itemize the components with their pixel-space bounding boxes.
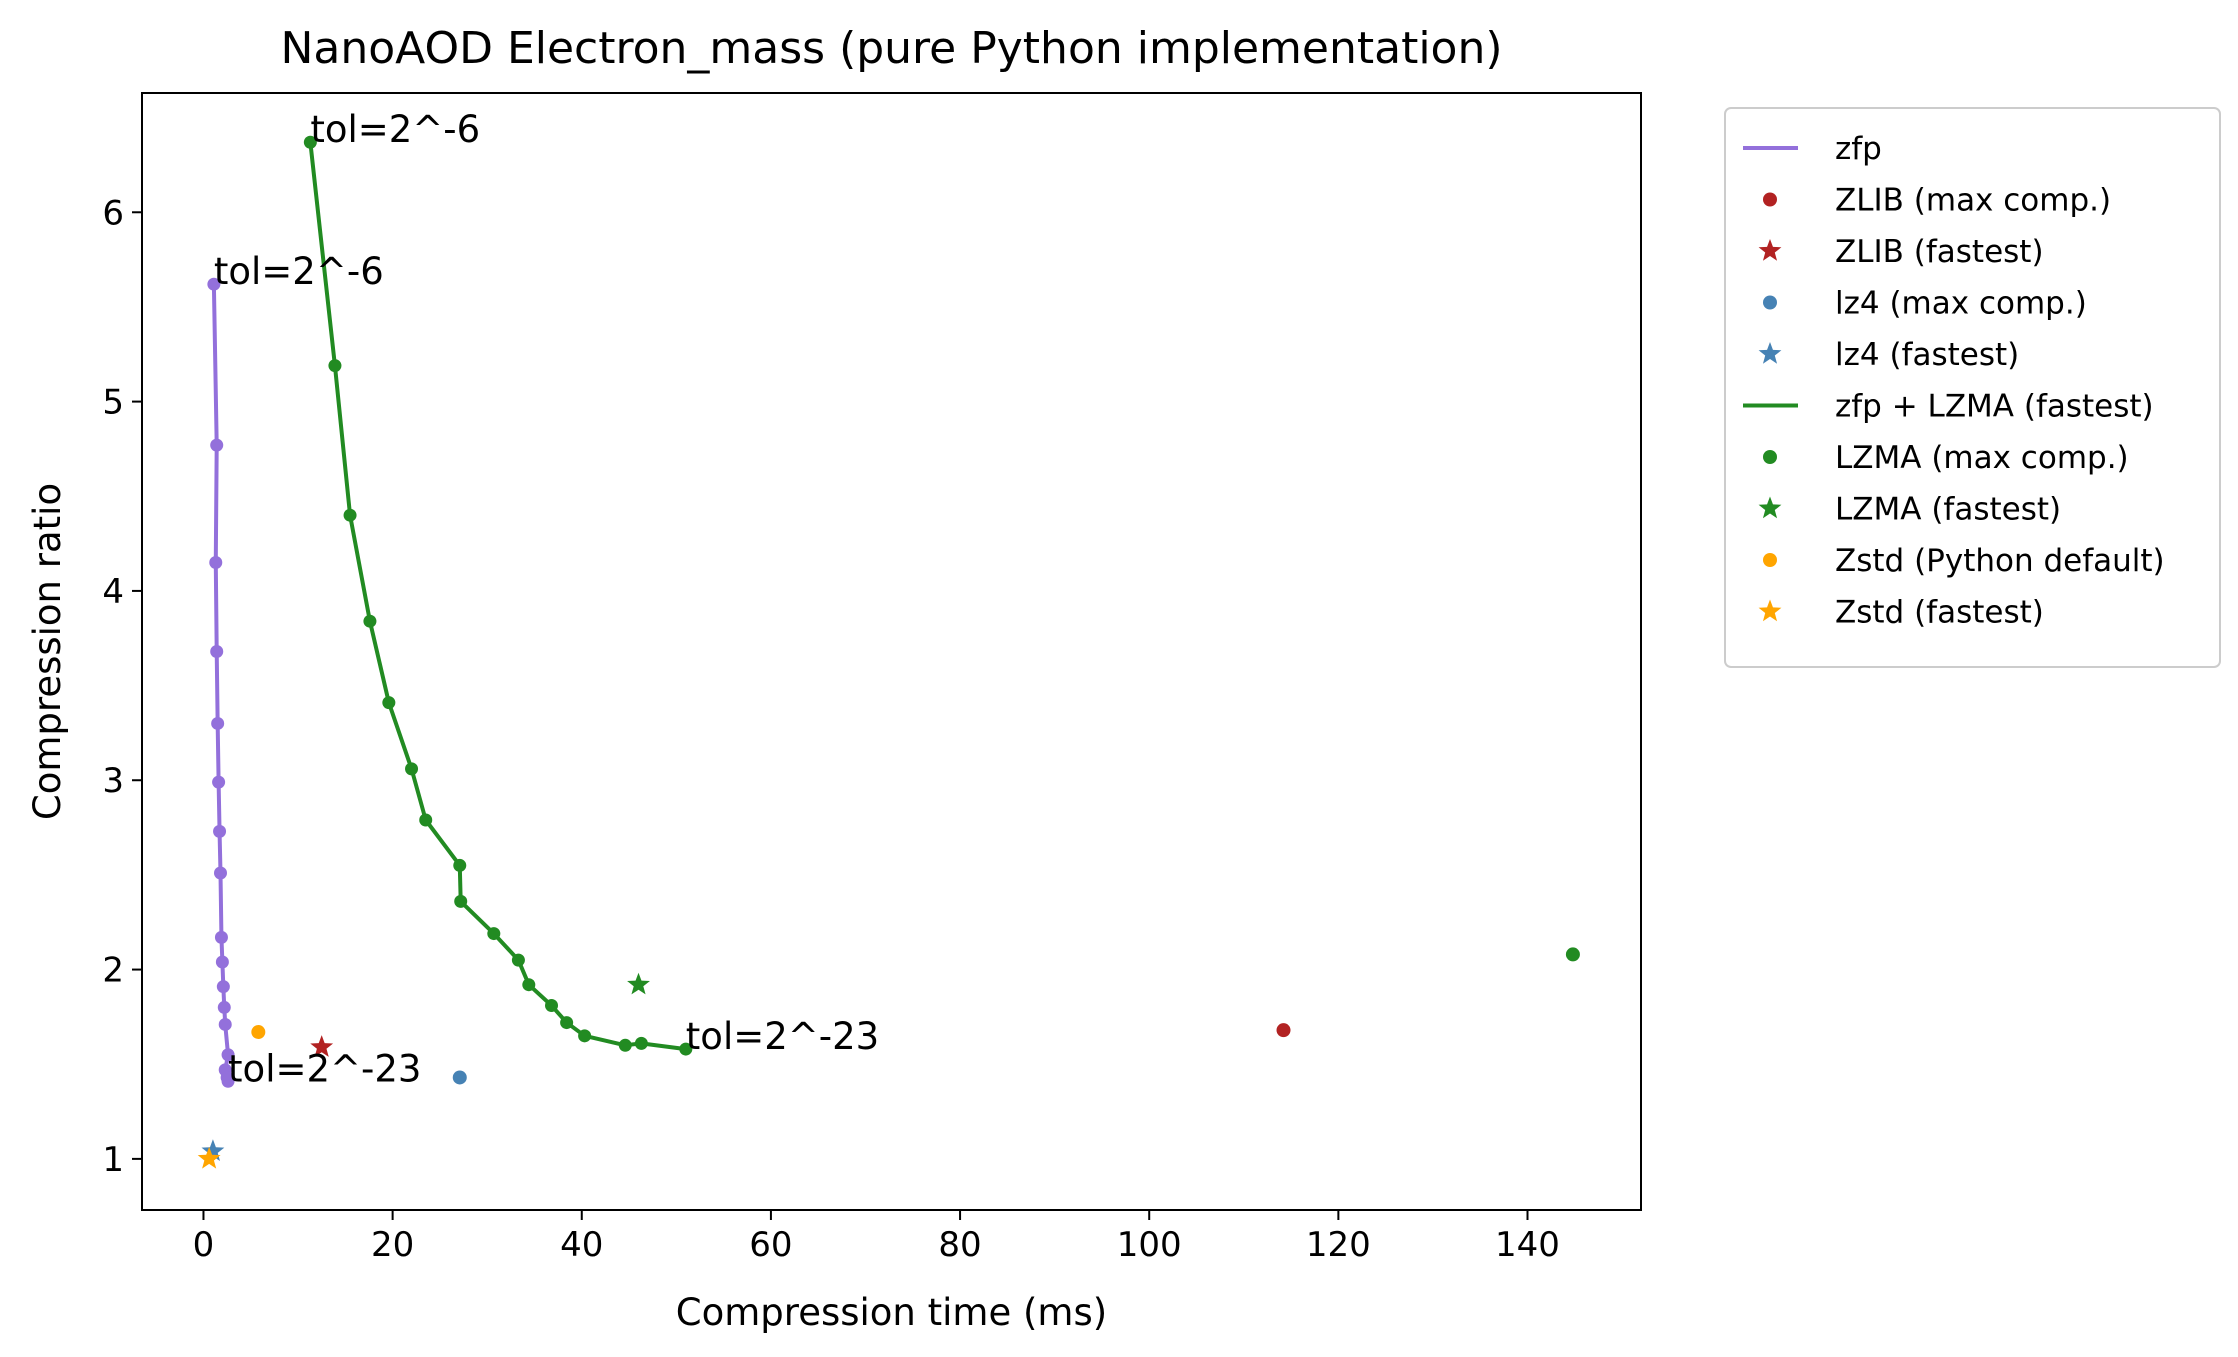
data-point <box>213 866 227 880</box>
data-point <box>210 645 224 658</box>
legend-label: ZLIB (max comp.) <box>1835 183 2111 219</box>
legend-star-swatch <box>1758 599 1782 622</box>
data-point <box>213 824 227 838</box>
chart-title: NanoAOD Electron_mass (pure Python imple… <box>280 23 1502 74</box>
data-point <box>454 894 468 908</box>
y-tick-label: 5 <box>102 383 124 423</box>
legend-label: LZMA (max comp.) <box>1835 440 2129 476</box>
legend: zfp ZLIB (max comp.) ZLIB (fastest) lz4 (ma… <box>1724 107 2221 668</box>
data-point <box>405 762 419 776</box>
x-tick-label: 120 <box>1306 1225 1371 1265</box>
data-point <box>487 927 501 941</box>
x-tick-label: 80 <box>938 1225 981 1265</box>
data-point <box>578 1029 592 1043</box>
x-tick-label: 40 <box>560 1225 603 1265</box>
annotation: tol=2^-23 <box>228 1047 421 1090</box>
y-tick-label: 4 <box>102 572 124 612</box>
data-point <box>382 696 396 710</box>
data-point <box>221 1074 235 1088</box>
series-zfp <box>207 277 235 1088</box>
series-lzma-max-comp <box>1565 947 1580 962</box>
legend-label: zfp <box>1835 131 1882 167</box>
data-point <box>211 716 225 730</box>
data-point <box>522 978 536 992</box>
data-point <box>209 556 223 570</box>
data-point-star <box>201 1139 225 1162</box>
data-point <box>419 813 433 827</box>
data-point <box>452 1070 467 1085</box>
data-point <box>251 1025 266 1040</box>
data-point <box>679 1042 693 1056</box>
series-lzma-fastest <box>627 972 650 995</box>
legend-dot-swatch <box>1763 295 1777 310</box>
legend-star-swatch <box>1758 342 1782 364</box>
axes-frame <box>141 92 1642 1211</box>
x-tick-label: 140 <box>1495 1225 1560 1265</box>
legend-dot-swatch <box>1763 553 1777 567</box>
data-point <box>453 858 467 872</box>
data-point <box>212 775 226 789</box>
series-zstd-python-default <box>251 1025 266 1040</box>
legend-label: lz4 (max comp.) <box>1835 286 2087 322</box>
x-tick-label: 60 <box>749 1225 792 1265</box>
y-tick-label: 1 <box>102 1140 124 1180</box>
data-point <box>216 980 230 994</box>
legend-dot-swatch <box>1763 450 1777 464</box>
data-point-star <box>197 1146 221 1169</box>
annotation: tol=2^-6 <box>214 250 384 293</box>
data-point <box>215 955 229 969</box>
legend-label: zfp + LZMA (fastest) <box>1835 389 2154 425</box>
legend-star-swatch <box>1758 239 1782 261</box>
series-line <box>308 142 687 1052</box>
data-point <box>618 1038 632 1052</box>
legend-label: LZMA (fastest) <box>1835 492 2061 528</box>
data-point <box>214 930 228 944</box>
series-lz4-fastest <box>201 1139 225 1162</box>
legend-dot-swatch <box>1763 192 1777 207</box>
legend-box <box>1724 107 2221 668</box>
data-point <box>1276 1023 1291 1038</box>
data-point <box>303 135 317 149</box>
x-tick-label: 20 <box>371 1225 414 1265</box>
y-axis-label: Compression ratio <box>26 483 69 820</box>
data-point-star <box>310 1035 334 1057</box>
legend-label: Zstd (fastest) <box>1835 595 2044 631</box>
data-point <box>634 1036 648 1050</box>
plot-area: 0 20 40 60 80 100 120 140 1 2 3 4 5 6 tol=2^-6 tol=2^-6… <box>102 92 1642 1265</box>
series-zfp-lzma-fastest <box>303 135 693 1056</box>
legend-label: Zstd (Python default) <box>1835 543 2165 579</box>
y-tick-label: 3 <box>102 761 124 801</box>
x-axis-label: Compression time (ms) <box>676 1291 1107 1334</box>
annotation: tol=2^-23 <box>686 1015 879 1058</box>
legend-star-swatch <box>1758 496 1782 519</box>
legend-label: ZLIB (fastest) <box>1835 234 2044 270</box>
y-tick-label: 2 <box>102 951 124 991</box>
series-lz4-max-comp <box>452 1070 467 1085</box>
series-zlib-max-comp <box>1276 1023 1291 1038</box>
series-zlib-fastest <box>310 1035 334 1057</box>
data-point <box>218 1017 232 1031</box>
series-zstd-fastest <box>197 1146 221 1169</box>
data-point <box>511 953 525 967</box>
x-tick-label: 100 <box>1117 1225 1182 1265</box>
data-point <box>1565 947 1580 962</box>
data-point <box>560 1016 574 1030</box>
data-point <box>221 1048 235 1062</box>
data-point <box>217 1000 231 1014</box>
data-point <box>343 508 357 522</box>
data-point <box>207 277 221 291</box>
data-point-star <box>627 972 650 995</box>
data-point <box>363 614 377 628</box>
legend-label: lz4 (fastest) <box>1835 337 2019 373</box>
x-tick-label: 0 <box>193 1225 215 1265</box>
annotation: tol=2^-6 <box>310 108 480 151</box>
data-point <box>328 359 342 373</box>
y-tick-label: 6 <box>102 193 124 233</box>
data-point <box>545 999 559 1013</box>
data-point <box>210 438 224 452</box>
